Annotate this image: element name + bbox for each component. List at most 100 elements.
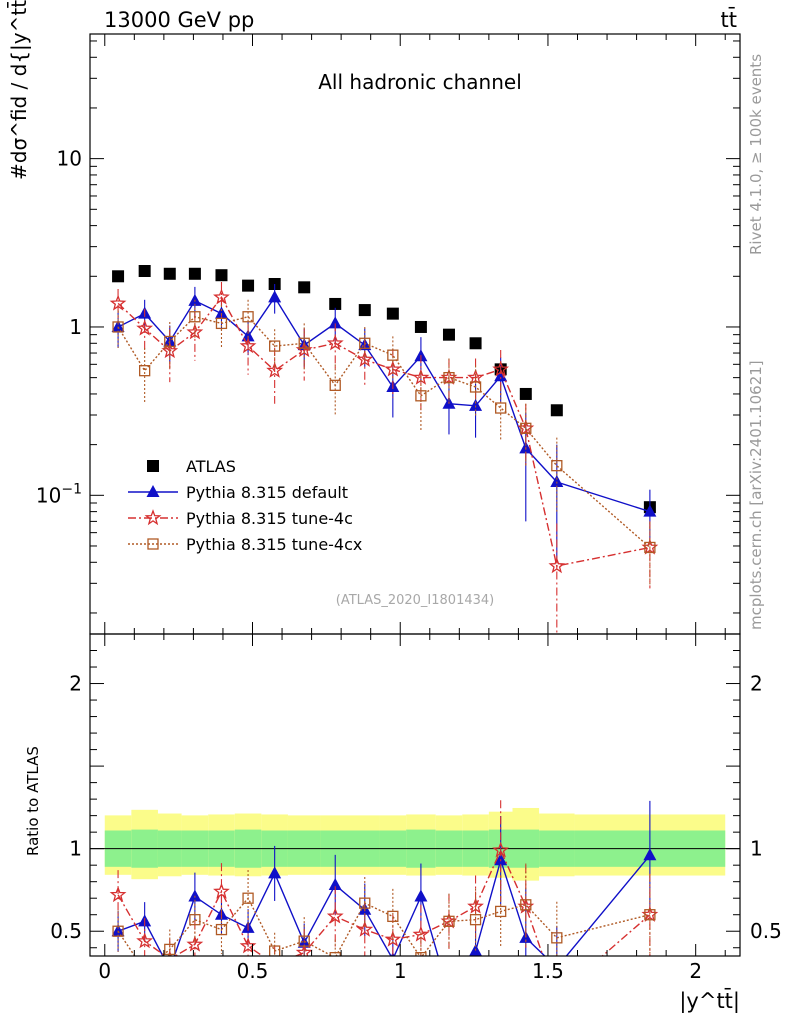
atlas-point <box>386 307 399 320</box>
pythia-8-315-tune-4c-ratio-point <box>356 920 374 937</box>
ratio-frame <box>89 633 741 957</box>
pythia-8-315-default-point <box>241 329 255 342</box>
pythia-8-315-tune-4c-point <box>136 319 154 336</box>
pythia-8-315-tune-4cx-point <box>242 311 254 323</box>
pythia-8-315-tune-4c-ratio-point <box>239 937 257 954</box>
y-tick-label: 1 <box>69 315 82 339</box>
atlas-point <box>242 279 255 292</box>
pythia-8-315-default-point <box>268 290 282 303</box>
x-tick-label: 0 <box>98 959 111 983</box>
pythia-8-315-default-ratio-point <box>188 889 202 902</box>
ratio-tick-label-right: 0.5 <box>750 919 782 943</box>
pythia-8-315-tune-4cx-point <box>139 365 151 377</box>
atlas-point <box>519 387 532 400</box>
ratio-tick-label-left: 1 <box>69 837 82 861</box>
atlas-point <box>188 267 201 280</box>
y-axis-label-group: #dσ^fid / d{|y^tt̄|} [pb] <box>6 0 31 180</box>
pythia-8-315-default-point <box>111 319 125 332</box>
process-label: tt̄ <box>721 7 737 32</box>
pythia-8-315-tune-4cx-ratio-point <box>189 914 201 926</box>
pythia-8-315-tune-4c-ratio-point <box>136 932 154 949</box>
axes-group: 0 0.5 1 1.5 2 10−1 1 10 0.5 0.5 1 1 2 2 <box>36 33 782 983</box>
pythia-8-315-tune-4c-ratio-point <box>274 955 275 956</box>
legend-label-pythia-8-315-default: Pythia 8.315 default <box>186 483 348 502</box>
y-tick-label: 10−1 <box>36 481 82 507</box>
pythia-8-315-tune-4c-point <box>326 334 344 351</box>
pythia-8-315-tune-4c-ratio-point <box>326 907 344 924</box>
pythia-8-315-tune-4cx-point <box>415 390 427 402</box>
atlas-point <box>414 320 427 333</box>
pythia-8-315-default-ratio-point <box>328 877 342 890</box>
pythia-8-315-default-ratio-point <box>442 987 455 999</box>
pythia-8-315-default-point <box>214 306 228 319</box>
pythia-8-315-tune-4c-point <box>109 294 127 311</box>
pythia-8-315-default-point <box>494 369 508 382</box>
pythia-8-315-tune-4c-point <box>213 288 230 305</box>
ratio-tick-label-left: 2 <box>69 672 82 696</box>
pythia-8-315-tune-4cx-ratio-point <box>387 910 399 923</box>
pythia-8-315-default-ratio-point <box>163 962 176 974</box>
ratio-y-axis-label: Ratio to ATLAS <box>24 746 42 856</box>
pythia-8-315-tune-4cx-ratio-point <box>215 923 228 936</box>
atlas-point <box>442 328 455 341</box>
legend-marker-pythia-8-315-default <box>146 485 160 497</box>
pythia-8-315-tune-4cx-ratio-point <box>242 892 254 904</box>
atlas-point <box>163 267 176 280</box>
pythia-8-315-default-point <box>469 398 483 411</box>
pythia-8-315-tune-4cx-ratio-point <box>298 935 310 947</box>
atlas-point <box>550 404 563 417</box>
atlas-point <box>215 269 228 282</box>
atlas-point <box>112 270 125 283</box>
x-tick-label: 1.5 <box>532 959 564 983</box>
pythia-8-315-tune-4cx-ratio-point <box>359 897 371 909</box>
pythia-8-315-tune-4cx-point <box>520 422 532 434</box>
chart-title: All hadronic channel <box>318 70 522 94</box>
x-axis-label: |y^tt̄| <box>679 988 740 1014</box>
pythia-8-315-tune-4cx-point <box>551 460 563 472</box>
pythia-8-315-default-line <box>117 296 651 513</box>
pythia-8-315-tune-4c-point <box>467 368 484 385</box>
legend-marker-pythia-8-315-tune-4cx <box>147 538 159 550</box>
pythia-8-315-tune-4cx-point <box>298 337 310 349</box>
x-tick-label: 1 <box>394 959 407 983</box>
pythia-8-315-tune-4c-point <box>492 360 510 377</box>
x-tick-label: 2 <box>689 959 702 983</box>
atlas-point <box>298 281 311 294</box>
pythia-8-315-tune-4c-ratio-point <box>492 841 510 858</box>
pythia-8-315-tune-4cx-point <box>469 381 482 393</box>
pythia-8-315-tune-4cx-point <box>359 337 371 349</box>
energy-label: 13000 GeV pp <box>104 8 254 32</box>
pythia-8-315-tune-4c-ratio-point <box>550 989 563 1002</box>
pythia-8-315-tune-4c-point <box>186 323 204 340</box>
pythia-8-315-tune-4cx-point <box>387 349 399 361</box>
pythia-8-315-tune-4cx-ratio-point <box>495 905 507 918</box>
pythia-8-315-tune-4cx-line <box>117 316 651 549</box>
atlas-point <box>138 265 151 278</box>
pythia-8-315-tune-4cx-ratio-point <box>140 966 150 976</box>
pythia-8-315-tune-4c-point <box>356 350 374 367</box>
ratio-tick-label-right: 1 <box>750 837 763 861</box>
atlas-point <box>358 304 371 317</box>
pythia-8-315-tune-4cx-ratio-point <box>415 952 427 956</box>
pythia-8-315-tune-4cx-point <box>644 541 656 554</box>
pythia-8-315-default-ratio-point <box>643 848 657 861</box>
legend-label-atlas: ATLAS <box>186 457 236 476</box>
rivet-label-group: Rivet 4.1.0, ≥ 100k events <box>747 54 765 255</box>
pythia-8-315-tune-4cx-ratio-point <box>551 932 563 944</box>
pythia-8-315-tune-4cx-ratio-line <box>117 896 651 956</box>
atlas-point <box>469 337 482 350</box>
pythia-8-315-tune-4c-point <box>266 361 284 378</box>
legend-label-pythia-8-315-tune-4cx: Pythia 8.315 tune-4cx <box>186 535 362 554</box>
pythia-8-315-tune-4c-point <box>548 557 566 574</box>
ratio-tick-label-left: 0.5 <box>50 919 82 943</box>
pythia-8-315-tune-4cx-ratio-point <box>520 899 532 911</box>
pythia-8-315-tune-4c-point <box>239 337 257 354</box>
pythia-8-315-tune-4c-point <box>161 342 179 359</box>
ratio-series-group <box>109 800 659 1002</box>
pythia-8-315-tune-4c-ratio-point <box>213 882 230 899</box>
pythia-8-315-tune-4cx-point <box>189 311 201 323</box>
pythia-8-315-tune-4c-ratio-point <box>109 886 127 903</box>
pythia-8-315-default-ratio-line <box>117 854 651 956</box>
main-series-group <box>109 265 659 634</box>
pythia-8-315-tune-4cx-point <box>443 371 455 384</box>
